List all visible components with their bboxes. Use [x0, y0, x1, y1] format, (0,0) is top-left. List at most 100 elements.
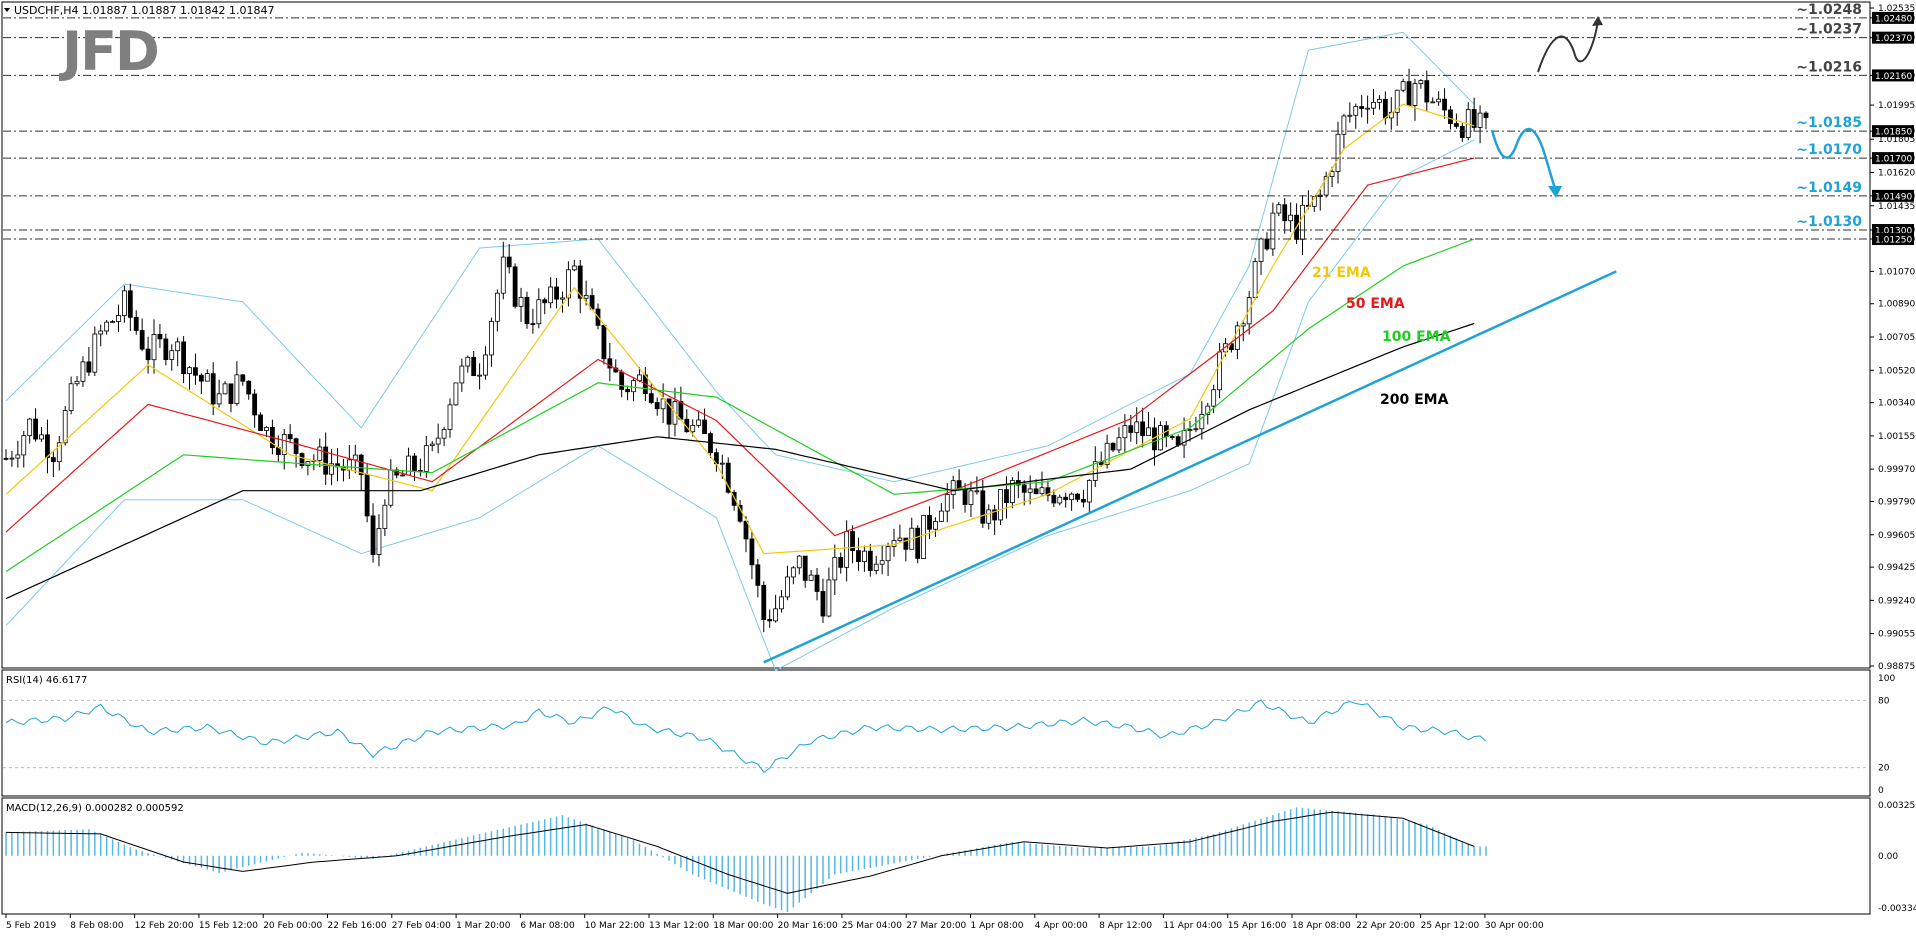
- price-tick-label: 0.99970: [1878, 465, 1915, 475]
- bearish-scenario-arrow: [1490, 127, 1558, 193]
- candle-body: [518, 296, 524, 307]
- candle-body: [524, 296, 530, 324]
- candle: [844, 520, 850, 582]
- candle: [773, 594, 778, 623]
- candle: [1323, 171, 1329, 198]
- candle: [323, 432, 329, 485]
- candle: [45, 419, 50, 474]
- candle-body: [536, 299, 542, 325]
- candle: [566, 261, 571, 307]
- candle-body: [489, 320, 494, 356]
- candle: [1377, 95, 1382, 110]
- candle-body: [412, 455, 417, 471]
- candle-body: [1459, 126, 1465, 138]
- dropdown-triangle-icon[interactable]: [4, 8, 10, 12]
- candle: [903, 537, 909, 562]
- candle-body: [234, 374, 240, 404]
- candle: [779, 590, 784, 613]
- candle: [1075, 492, 1080, 502]
- candle-body: [187, 367, 192, 375]
- candle-body: [471, 356, 477, 377]
- candle: [654, 397, 660, 416]
- candle: [761, 581, 767, 633]
- candle-body: [1454, 123, 1459, 127]
- candle-body: [660, 398, 666, 410]
- candle-body: [654, 402, 660, 410]
- candle-body: [1217, 351, 1222, 391]
- macd-pane: [5, 807, 1487, 913]
- candle-body: [210, 373, 216, 405]
- candle: [873, 555, 879, 575]
- candle: [1110, 442, 1116, 452]
- candle: [311, 454, 317, 471]
- candle-body: [844, 531, 850, 568]
- candle-body: [258, 414, 263, 431]
- candle-body: [376, 528, 382, 555]
- candle: [1406, 68, 1412, 106]
- candle: [749, 530, 755, 580]
- candle: [1187, 420, 1193, 442]
- horizontal-levels: ~1.0248 ~1.0237 ~1.0216 ~1.0185 ~1.0170 ~1.01…: [3, 2, 1869, 240]
- ema50-line: [5, 157, 1475, 537]
- candle-body: [15, 454, 21, 459]
- candle-body: [1027, 488, 1033, 493]
- candle: [968, 481, 974, 517]
- candle: [305, 461, 311, 476]
- candle: [915, 525, 921, 564]
- rsi-line: [5, 699, 1487, 773]
- candle: [50, 450, 56, 478]
- candle: [1270, 202, 1276, 256]
- candle: [1317, 189, 1323, 211]
- candle-body: [145, 348, 151, 361]
- candle: [755, 559, 761, 598]
- candle: [341, 458, 346, 482]
- candle: [986, 504, 992, 530]
- candle-body: [820, 591, 826, 617]
- candle-body: [50, 457, 56, 463]
- candle: [921, 515, 926, 559]
- candle: [956, 469, 962, 489]
- candle-body: [1436, 98, 1442, 103]
- candle-body: [204, 373, 210, 382]
- candle-body: [583, 295, 589, 299]
- price-badge: [1872, 31, 1914, 44]
- candle: [838, 552, 844, 574]
- candle-body: [222, 383, 228, 395]
- candle-body: [944, 494, 950, 512]
- uptrend-line: [763, 270, 1617, 664]
- candle: [104, 319, 110, 335]
- candle-body: [802, 555, 808, 581]
- candle-body: [998, 489, 1003, 521]
- main-pane-frame: [1, 1, 1871, 669]
- candle-body: [1418, 80, 1424, 84]
- candle: [1169, 434, 1175, 441]
- time-tick-label: 5 Feb 2019: [6, 921, 57, 931]
- candle-body: [725, 462, 731, 493]
- candle-body: [80, 361, 86, 382]
- candle-body: [228, 383, 234, 404]
- candle: [856, 537, 861, 571]
- candle: [725, 457, 731, 494]
- candle-body: [193, 367, 198, 376]
- candle: [163, 333, 169, 366]
- candle: [885, 542, 891, 577]
- candle-body: [92, 333, 98, 373]
- rsi-tick-label: 20: [1878, 764, 1890, 774]
- candle: [453, 382, 459, 406]
- candle: [1359, 95, 1365, 118]
- candle: [980, 479, 986, 529]
- candle-body: [98, 330, 104, 335]
- candle-body: [601, 324, 607, 360]
- candle-body: [974, 490, 980, 493]
- candle-body: [832, 557, 838, 581]
- candle: [193, 353, 198, 385]
- rsi-pane-frame: [1, 669, 1871, 797]
- candle-body: [1205, 405, 1211, 415]
- candle-body: [1075, 493, 1080, 500]
- time-tick-label: 22 Apr 20:00: [1356, 921, 1415, 931]
- candle: [631, 377, 636, 402]
- candle-body: [696, 419, 702, 426]
- candle-body: [950, 480, 956, 495]
- candle-body: [264, 426, 269, 431]
- price-badge-label: 1.01250: [1875, 236, 1912, 246]
